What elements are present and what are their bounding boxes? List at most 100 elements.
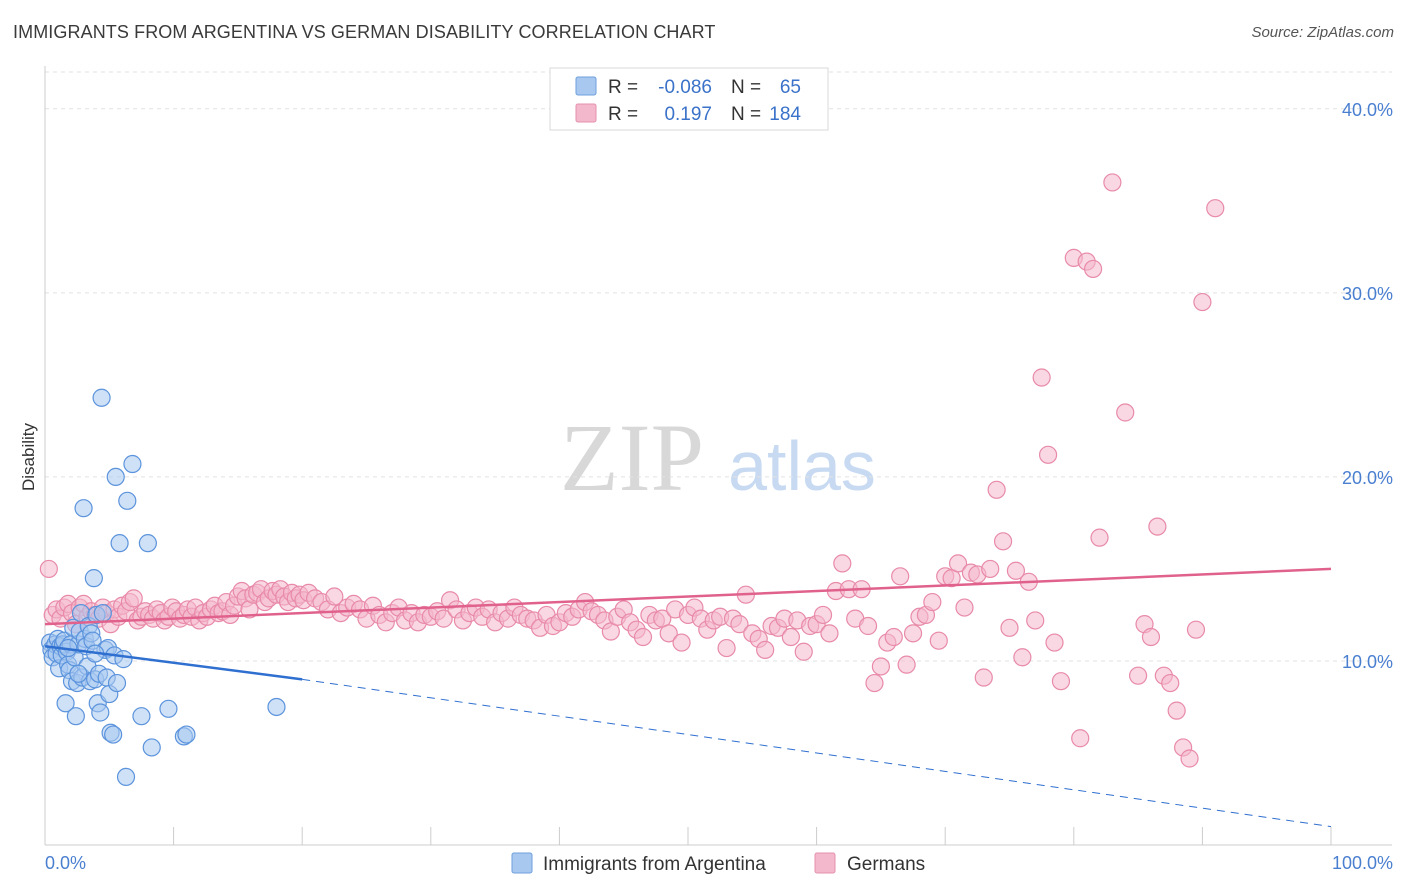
data-point [1026, 611, 1045, 630]
stats-legend: R = -0.086 N = 65 R = 0.197 N = 184 [549, 67, 829, 131]
y-tick-label: 20.0% [1342, 468, 1393, 488]
data-point [1071, 729, 1090, 748]
y-tick-label: 30.0% [1342, 284, 1393, 304]
legend-n-value-1: 65 [780, 77, 801, 98]
data-point [104, 725, 123, 744]
data-point [1167, 701, 1186, 720]
series-argentina [41, 388, 286, 787]
data-point [74, 499, 93, 518]
data-point [69, 664, 88, 683]
legend-n-value-2: 184 [769, 104, 801, 125]
data-point [123, 454, 142, 474]
legend-r-label-2: R = [608, 104, 638, 125]
data-point [730, 615, 749, 634]
series-label-germans: Germans [847, 854, 925, 875]
data-point [93, 603, 112, 623]
data-point [1206, 199, 1225, 218]
data-point [1186, 620, 1206, 639]
x-tick-label-max: 100.0% [1332, 853, 1393, 873]
data-point [1000, 618, 1019, 637]
axes [44, 66, 1392, 846]
legend-swatch-argentina [575, 76, 597, 96]
data-point [987, 480, 1006, 499]
data-point [142, 738, 161, 757]
y-axis-label: Disability [19, 422, 38, 491]
y-tick-label: 10.0% [1342, 652, 1393, 672]
data-point [1032, 368, 1051, 387]
data-point [107, 673, 127, 693]
watermark-zip: ZIP [560, 404, 704, 511]
data-point [903, 624, 923, 643]
data-point [116, 767, 136, 787]
data-point [833, 554, 852, 573]
data-point [1141, 627, 1161, 647]
data-point [92, 388, 111, 407]
series-swatch-argentina [511, 852, 533, 874]
data-point [124, 589, 143, 608]
data-point [66, 707, 85, 726]
legend-r-value-1: -0.086 [658, 77, 712, 98]
data-point [948, 554, 968, 573]
data-point [923, 592, 942, 612]
data-point [159, 699, 178, 718]
data-point [955, 598, 974, 617]
data-point [884, 627, 903, 647]
data-point [91, 703, 110, 722]
trend-line-argentina-extrapolated [302, 678, 1332, 828]
data-point [974, 668, 993, 687]
data-point [267, 697, 286, 717]
data-point [871, 657, 891, 676]
data-point [897, 655, 916, 674]
data-point [1038, 445, 1058, 464]
legend-n-label-2: N = [731, 104, 761, 125]
legend-n-label-1: N = [731, 77, 761, 98]
data-point [756, 640, 775, 660]
data-point [132, 707, 151, 726]
legend-swatch-germans [575, 103, 597, 123]
data-point [659, 624, 678, 643]
data-point [820, 624, 839, 643]
data-point [929, 631, 948, 650]
legend-r-label-1: R = [608, 77, 638, 98]
data-point [1006, 561, 1026, 580]
series-swatch-germans [814, 852, 836, 874]
y-tick-label: 40.0% [1342, 100, 1393, 120]
data-point [1161, 673, 1180, 693]
gridlines [45, 71, 1392, 662]
data-point [56, 694, 75, 713]
data-point [1051, 672, 1071, 691]
data-point [1116, 403, 1135, 422]
data-point [106, 467, 125, 487]
data-point [1013, 648, 1032, 667]
data-point [993, 532, 1013, 551]
data-point [177, 725, 196, 744]
data-point [1090, 528, 1109, 547]
trend-line-germans [44, 567, 1332, 626]
data-point [84, 569, 103, 588]
trend-lines [44, 567, 1332, 828]
legend-r-value-2: 0.197 [664, 104, 712, 125]
data-point [672, 633, 691, 652]
data-point [1128, 666, 1148, 685]
data-point [633, 627, 653, 647]
data-point [1083, 259, 1103, 279]
series-legend: Immigrants from Argentina Germans [511, 852, 925, 875]
data-point [981, 559, 1000, 579]
data-point [1148, 517, 1167, 536]
data-point [858, 616, 878, 636]
data-point [1193, 292, 1212, 312]
data-point [434, 609, 453, 628]
data-point [1045, 633, 1064, 652]
data-point [813, 605, 833, 625]
data-point [110, 534, 129, 553]
data-point [891, 567, 910, 586]
data-point [138, 534, 157, 553]
data-point [114, 650, 133, 669]
data-point [794, 642, 813, 661]
data-point [1103, 173, 1122, 192]
chart-title: IMMIGRANTS FROM ARGENTINA VS GERMAN DISA… [13, 22, 716, 42]
data-point [781, 627, 800, 647]
watermark-atlas: atlas [728, 427, 876, 505]
tick-labels: 10.0% 20.0% 30.0% 40.0% 0.0% 100.0% [45, 100, 1393, 873]
